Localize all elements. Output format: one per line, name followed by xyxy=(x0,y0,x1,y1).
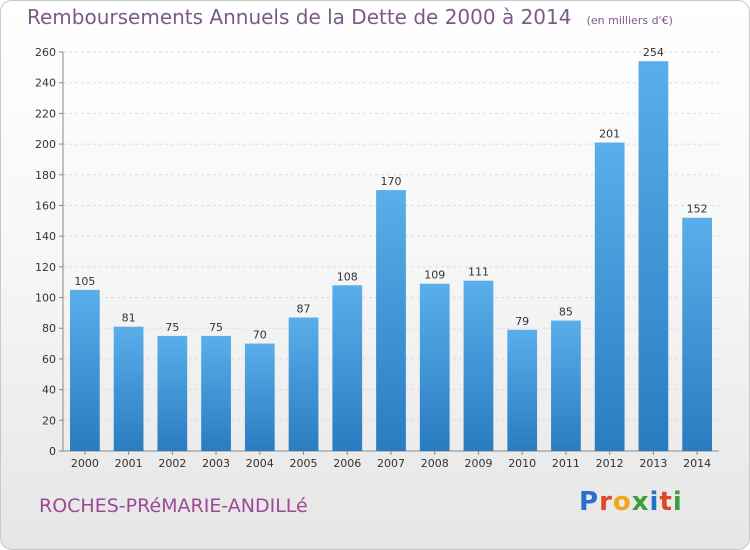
y-tick-label: 180 xyxy=(35,169,56,182)
y-tick-label: 20 xyxy=(42,414,56,427)
y-tick-label: 260 xyxy=(35,46,56,59)
bar xyxy=(638,61,669,451)
bar xyxy=(288,317,319,451)
value-label: 79 xyxy=(515,315,529,328)
y-tick-label: 120 xyxy=(35,261,56,274)
x-tick-label: 2012 xyxy=(596,457,624,470)
x-tick-label: 2010 xyxy=(508,457,536,470)
brand-letter: i xyxy=(649,487,660,517)
value-label: 81 xyxy=(122,312,136,325)
bar xyxy=(507,329,538,451)
value-label: 85 xyxy=(559,306,573,319)
x-tick-label: 2000 xyxy=(71,457,99,470)
bar xyxy=(376,190,406,451)
bar xyxy=(157,335,188,451)
value-label: 70 xyxy=(253,329,267,342)
y-tick-label: 140 xyxy=(35,230,56,243)
value-label: 108 xyxy=(337,270,358,283)
y-tick-label: 0 xyxy=(49,445,56,458)
x-tick-label: 2004 xyxy=(246,457,274,470)
x-tick-label: 2008 xyxy=(421,457,449,470)
x-tick-label: 2013 xyxy=(639,457,667,470)
value-label: 111 xyxy=(468,266,489,279)
value-label: 75 xyxy=(209,321,223,334)
y-tick-label: 160 xyxy=(35,199,56,212)
y-tick-label: 80 xyxy=(42,322,56,335)
chart-title: Remboursements Annuels de la Dette de 20… xyxy=(27,5,673,29)
brand-letter: x xyxy=(631,487,650,517)
bar xyxy=(201,335,231,451)
x-tick-label: 2007 xyxy=(377,457,405,470)
brand-letter: r xyxy=(599,487,613,517)
value-label: 109 xyxy=(424,269,445,282)
y-tick-label: 40 xyxy=(42,384,56,397)
brand-letter: t xyxy=(659,487,673,517)
x-tick-label: 2006 xyxy=(333,457,361,470)
y-tick-label: 60 xyxy=(42,353,56,366)
title-text: Remboursements Annuels de la Dette de 20… xyxy=(27,5,572,29)
unit-note: (en milliers d'€) xyxy=(586,14,673,27)
brand-letter: P xyxy=(579,487,600,517)
bar xyxy=(244,343,275,451)
bar xyxy=(332,285,363,451)
value-label: 105 xyxy=(74,275,95,288)
value-label: 75 xyxy=(165,321,179,334)
bar xyxy=(69,289,100,451)
x-tick-label: 2011 xyxy=(552,457,580,470)
bar xyxy=(594,142,625,452)
bar xyxy=(419,283,450,451)
x-tick-label: 2003 xyxy=(202,457,230,470)
bar xyxy=(682,217,713,451)
brand-letter: o xyxy=(612,487,632,517)
y-tick-label: 200 xyxy=(35,138,56,151)
x-tick-label: 2009 xyxy=(464,457,492,470)
value-label: 170 xyxy=(381,175,402,188)
value-label: 201 xyxy=(599,128,620,141)
value-label: 254 xyxy=(643,46,664,59)
place-label: ROCHES-PRéMARIE-ANDILLé xyxy=(39,495,308,517)
y-tick-label: 240 xyxy=(35,77,56,90)
y-tick-label: 220 xyxy=(35,107,56,120)
proxiti-logo: Proxiti xyxy=(579,487,683,517)
x-tick-label: 2001 xyxy=(115,457,143,470)
x-tick-label: 2005 xyxy=(290,457,318,470)
x-tick-label: 2014 xyxy=(683,457,711,470)
value-label: 152 xyxy=(687,203,708,216)
y-tick-label: 100 xyxy=(35,292,56,305)
bar xyxy=(113,326,144,451)
bar xyxy=(463,280,494,451)
x-tick-label: 2002 xyxy=(158,457,186,470)
value-label: 87 xyxy=(297,302,311,315)
brand-letter: i xyxy=(672,487,683,517)
bar xyxy=(551,320,581,451)
